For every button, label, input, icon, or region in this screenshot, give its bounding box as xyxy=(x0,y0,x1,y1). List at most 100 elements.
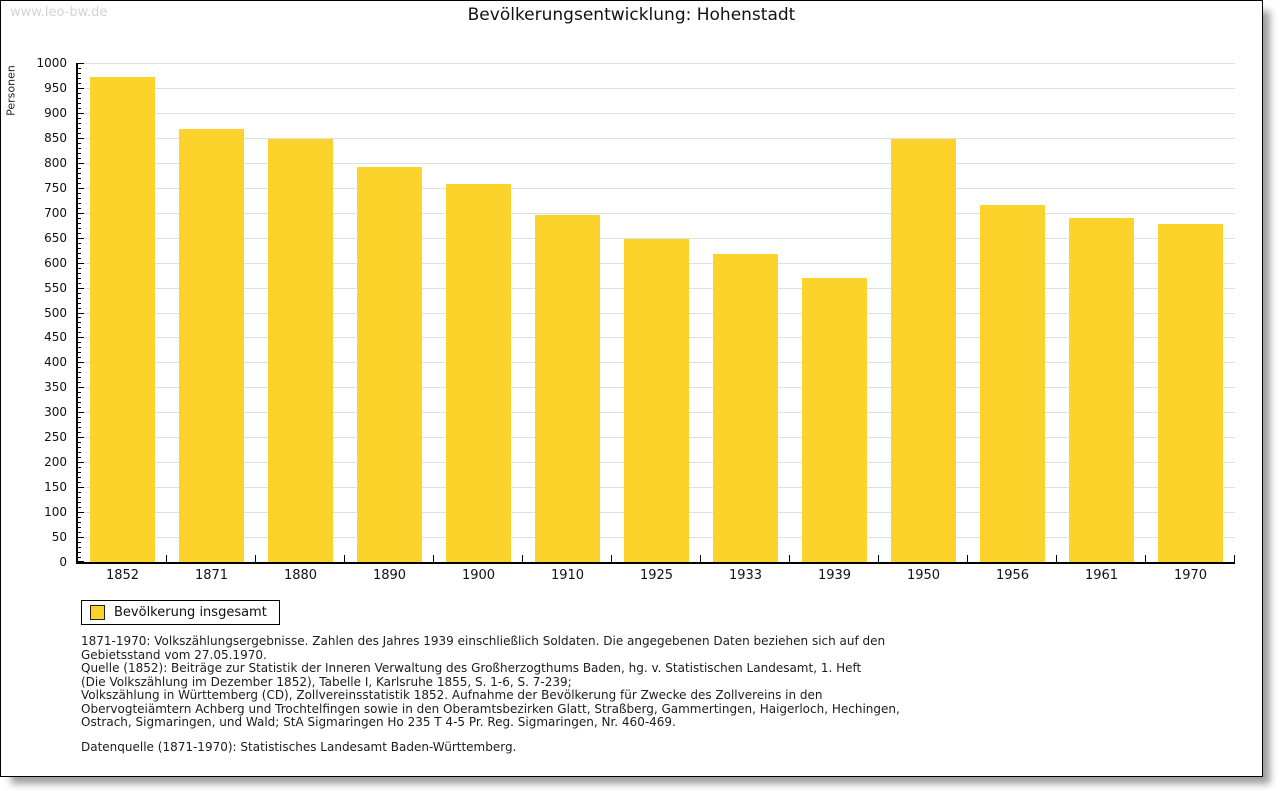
x-tick-label-1956: 1956 xyxy=(995,568,1030,583)
y-tick xyxy=(78,293,81,294)
footnote-line: Volkszählung in Württemberg (CD), Zollve… xyxy=(81,688,823,702)
x-boundary-tick xyxy=(1145,555,1146,562)
y-tick xyxy=(78,73,81,74)
y-tick xyxy=(78,213,84,214)
y-tick xyxy=(78,517,81,518)
x-boundary-tick xyxy=(433,555,434,562)
y-tick xyxy=(78,407,81,408)
x-boundary-tick xyxy=(1234,555,1235,562)
footnote-line: Quelle (1852): Beiträge zur Statistik de… xyxy=(81,661,862,675)
plot-area: 1852 1871 1880 1890 1900 1910 1925 1933 1939 1950… xyxy=(76,63,1235,583)
y-tick xyxy=(78,422,81,423)
chart-title: Bevölkerungsentwicklung: Hohenstadt xyxy=(467,5,796,25)
y-tick xyxy=(78,482,81,483)
x-boundary-tick xyxy=(166,555,167,562)
gridline-900 xyxy=(78,113,1235,114)
y-tick xyxy=(78,183,81,184)
y-tick-label: 950 xyxy=(44,80,67,95)
y-tick xyxy=(78,63,84,64)
gridline-950 xyxy=(78,88,1235,89)
y-tick xyxy=(78,432,81,433)
y-tick xyxy=(78,357,81,358)
y-tick xyxy=(78,68,81,69)
y-tick xyxy=(78,263,84,264)
y-tick xyxy=(78,462,84,463)
y-tick-label: 100 xyxy=(44,505,67,520)
bar-1956 xyxy=(980,205,1045,562)
y-tick-label: 150 xyxy=(44,480,67,495)
footnote-line: 1871-1970: Volkszählungsergebnisse. Zahl… xyxy=(81,634,886,648)
y-tick xyxy=(78,308,81,309)
y-tick xyxy=(78,397,81,398)
y-tick xyxy=(78,143,81,144)
y-tick xyxy=(78,193,81,194)
y-tick xyxy=(78,327,81,328)
footnote-line: Ostrach, Sigmaringen, und Wald; StA Sigm… xyxy=(81,715,676,729)
y-tick-label: 300 xyxy=(44,405,67,420)
x-tick-label-1950: 1950 xyxy=(906,568,941,583)
bar-1852 xyxy=(90,77,155,562)
y-tick xyxy=(78,382,81,383)
y-tick xyxy=(78,258,81,259)
y-tick xyxy=(78,113,84,114)
y-tick xyxy=(78,93,81,94)
y-tick xyxy=(78,322,81,323)
y-tick xyxy=(78,218,81,219)
y-tick xyxy=(78,452,81,453)
bar-1925 xyxy=(624,239,689,562)
y-tick xyxy=(78,547,81,548)
gridline-700 xyxy=(78,213,1235,214)
y-tick-label: 1000 xyxy=(36,56,67,70)
y-tick-label: 450 xyxy=(44,330,67,345)
x-tick-label-1933: 1933 xyxy=(728,568,763,583)
y-tick xyxy=(78,253,81,254)
y-tick xyxy=(78,532,81,533)
y-tick xyxy=(78,208,81,209)
y-tick-label: 0 xyxy=(59,555,67,569)
y-tick-label: 600 xyxy=(44,255,67,270)
bar-1871 xyxy=(179,129,244,562)
y-tick-label: 650 xyxy=(44,230,67,245)
y-tick xyxy=(78,542,81,543)
bar-1933 xyxy=(713,254,778,562)
y-tick xyxy=(78,148,81,149)
y-tick xyxy=(78,273,81,274)
x-tick-label-1890: 1890 xyxy=(372,568,407,583)
y-tick xyxy=(78,487,84,488)
y-tick xyxy=(78,123,81,124)
y-tick xyxy=(78,367,81,368)
y-tick xyxy=(78,417,81,418)
y-tick xyxy=(78,372,81,373)
x-boundary-tick xyxy=(789,555,790,562)
y-tick xyxy=(78,442,81,443)
x-tick-label-1852: 1852 xyxy=(105,568,140,583)
footnote-line: Gebietsstand vom 27.05.1970. xyxy=(81,647,267,662)
y-tick xyxy=(78,133,81,134)
y-tick xyxy=(78,317,81,318)
y-tick xyxy=(78,402,81,403)
x-tick-label-1925: 1925 xyxy=(639,568,674,583)
legend-swatch xyxy=(90,605,105,620)
y-tick xyxy=(78,153,81,154)
x-tick-label-1900: 1900 xyxy=(461,568,496,583)
legend-label: Bevölkerung insgesamt xyxy=(114,605,267,620)
y-tick xyxy=(78,198,81,199)
y-tick xyxy=(78,118,81,119)
y-tick xyxy=(78,412,84,413)
bar-1961 xyxy=(1069,218,1134,562)
y-tick-label: 500 xyxy=(44,305,67,320)
y-tick xyxy=(78,203,81,204)
y-tick xyxy=(78,298,81,299)
y-tick-label: 750 xyxy=(44,180,67,195)
y-tick xyxy=(78,512,84,513)
bar-1910 xyxy=(535,215,600,562)
bar-1880 xyxy=(268,139,333,562)
y-tick xyxy=(78,223,81,224)
y-tick xyxy=(78,332,81,333)
x-tick-label-1871: 1871 xyxy=(194,568,229,583)
bar-1890 xyxy=(357,167,422,562)
x-boundary-tick xyxy=(522,555,523,562)
y-tick xyxy=(78,103,81,104)
y-tick xyxy=(78,88,84,89)
